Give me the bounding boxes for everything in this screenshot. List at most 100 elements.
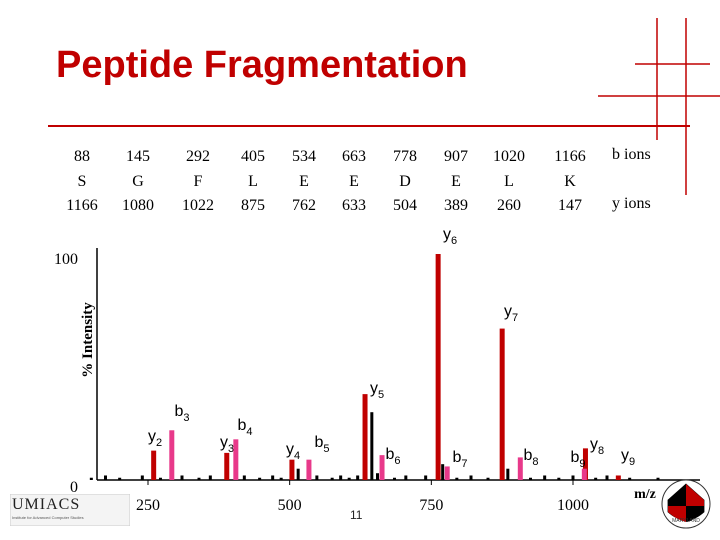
noise-peak [486, 477, 490, 480]
peak-y8 [582, 448, 588, 480]
peak-ion-type: b [385, 446, 394, 463]
y-ion-mass: 1166 [66, 197, 98, 214]
noise-peak [529, 477, 532, 480]
y-ion-mass: 147 [558, 197, 582, 214]
b-ion-mass: 663 [342, 148, 366, 165]
noise-peak [158, 477, 162, 480]
noise-peak [104, 475, 107, 480]
peak-y3 [224, 452, 230, 480]
peak-ion-type: y [590, 436, 598, 453]
y-ions-label: y ions [612, 195, 651, 212]
noise-peak [571, 475, 575, 480]
peak-ion-index: 4 [246, 426, 252, 438]
peak-label-y6: y6 [443, 226, 457, 247]
peak-ion-type: b [314, 434, 323, 451]
y-ion-mass: 1080 [122, 197, 154, 214]
peak-y7 [499, 328, 505, 480]
noise-peak [404, 475, 408, 480]
noise-peak [339, 475, 343, 480]
peak-label-b7: b7 [452, 449, 467, 470]
maryland-seal-text: MARYLAND [672, 518, 700, 524]
amino-acid: E [299, 172, 309, 190]
peak-b4 [233, 439, 239, 480]
peak-label-b9: b9 [570, 449, 585, 470]
peak-b7 [444, 466, 450, 480]
noise-peak [315, 475, 319, 480]
y-ion-mass: 504 [393, 197, 417, 214]
y-ion-mass: 633 [342, 197, 366, 214]
peak-label-b6: b6 [385, 446, 400, 467]
x-axis-label: m/z [634, 487, 656, 502]
amino-acid: K [564, 172, 576, 190]
y-tick-label: 0 [70, 479, 78, 496]
peak-label-b3: b3 [174, 403, 189, 424]
peak-y9 [615, 475, 621, 480]
sequence-column: 405 L 875 [223, 145, 283, 219]
amino-acid: D [399, 172, 411, 190]
amino-acid: S [77, 172, 87, 190]
page-title: Peptide Fragmentation [56, 44, 468, 86]
peak-ion-type: b [570, 449, 579, 466]
y-ion-mass: 875 [241, 197, 265, 214]
b-ion-mass: 405 [241, 148, 265, 165]
noise-peak [356, 475, 360, 480]
noise-peak [441, 464, 445, 480]
noise-peak [180, 475, 184, 480]
peak-ion-index: 3 [228, 443, 234, 455]
peak-ion-type: y [148, 428, 156, 445]
peak-label-y4: y4 [286, 441, 300, 462]
peak-b8 [517, 457, 523, 480]
peak-ion-type: b [523, 447, 532, 464]
y-ion-mass: 762 [292, 197, 316, 214]
amino-acid: E [349, 172, 359, 190]
sequence-column: 778 D 504 [375, 145, 435, 219]
peak-ion-type: y [286, 441, 294, 458]
peak-ion-type: y [370, 380, 378, 397]
noise-peak [424, 475, 428, 480]
peak-ion-index: 3 [183, 412, 189, 424]
peak-label-y5: y5 [370, 380, 384, 401]
peak-b6 [379, 455, 385, 480]
peak-y2 [151, 450, 157, 480]
noise-peak [242, 475, 246, 480]
noise-peak [296, 468, 300, 480]
page-number: 11 [350, 508, 363, 522]
noise-peak [393, 477, 396, 480]
noise-peak [118, 477, 122, 480]
peak-y4 [289, 459, 295, 480]
noise-peak [330, 477, 334, 480]
peak-ion-index: 6 [451, 235, 457, 247]
y-ion-mass: 260 [497, 197, 521, 214]
b-ion-mass: 1166 [554, 148, 586, 165]
peak-label-y7: y7 [504, 303, 518, 324]
sequence-column: 907 E 389 [426, 145, 486, 219]
noise-peak [208, 475, 212, 480]
amino-acid: L [504, 172, 514, 190]
noise-peak [594, 477, 598, 480]
sequence-column: 534 E 762 [274, 145, 334, 219]
noise-peak [258, 477, 262, 480]
peak-ion-index: 7 [461, 458, 467, 470]
peak-ion-type: y [443, 226, 451, 243]
peak-ion-index: 6 [394, 455, 400, 467]
sequence-column: 663 E 633 [324, 145, 384, 219]
peak-b3 [169, 430, 175, 480]
peak-ion-index: 5 [378, 389, 384, 401]
b-ion-mass: 534 [292, 148, 316, 165]
b-ion-mass: 145 [126, 148, 150, 165]
peak-ion-index: 4 [294, 450, 300, 462]
x-tick-label: 750 [419, 497, 443, 514]
sequence-column: 1020 L 260 [479, 145, 539, 219]
b-ions-label: b ions [612, 146, 651, 163]
y-ion-mass: 389 [444, 197, 468, 214]
peak-label-y9: y9 [621, 447, 635, 468]
amino-acid: E [451, 172, 461, 190]
noise-peak [506, 468, 510, 480]
noise-peak [543, 475, 547, 480]
noise-peak [271, 475, 275, 480]
peak-b9 [581, 468, 587, 480]
noise-peak [605, 475, 609, 480]
y-tick-label: 100 [54, 251, 78, 268]
